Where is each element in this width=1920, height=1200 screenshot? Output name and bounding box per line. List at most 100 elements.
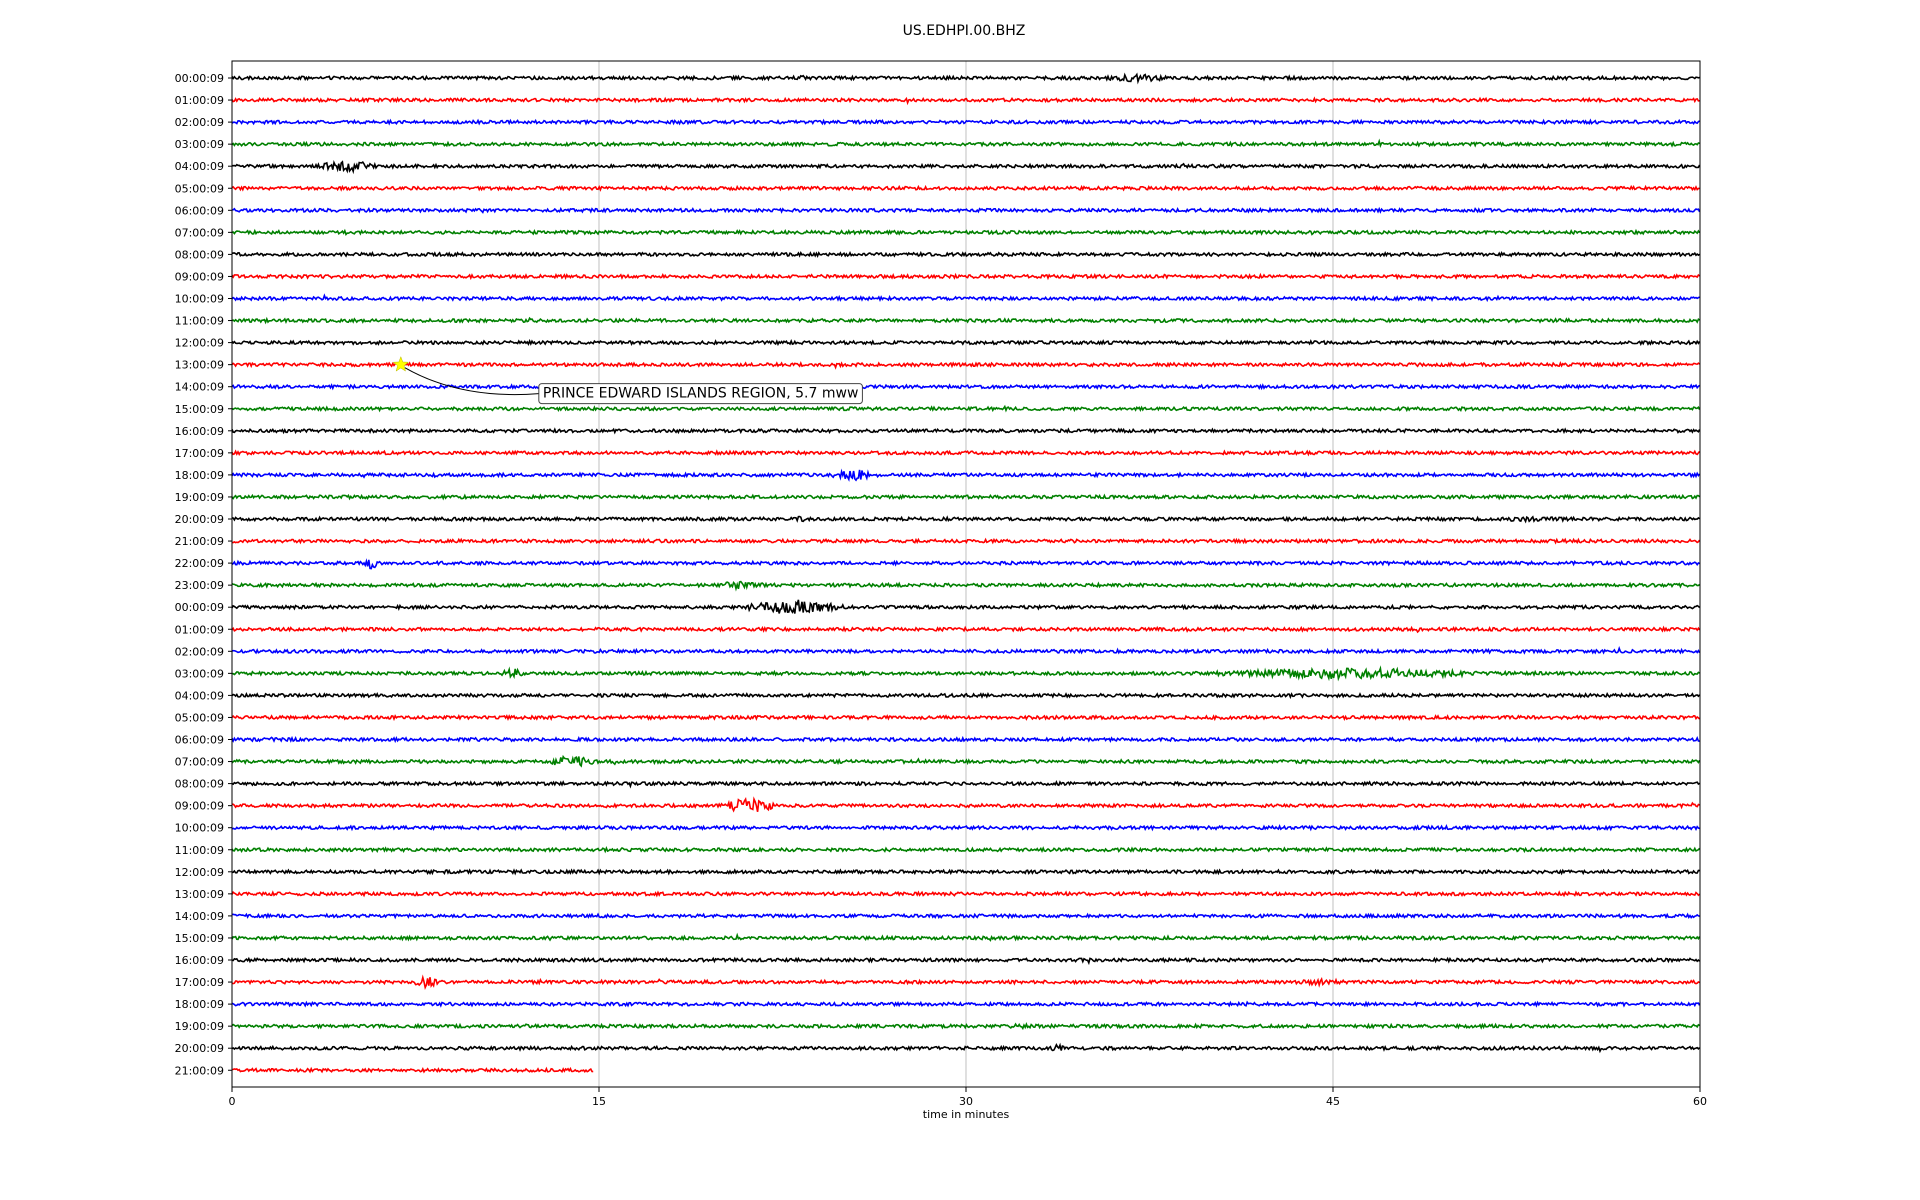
row-time-label: 21:00:09 <box>175 535 224 548</box>
trace-line <box>231 1022 1700 1031</box>
trace-line <box>231 912 1700 920</box>
row-time-label: 13:00:09 <box>175 888 224 901</box>
row-time-label: 04:00:09 <box>175 689 224 702</box>
row-time-label: 11:00:09 <box>175 315 224 328</box>
row-time-label: 09:00:09 <box>175 800 224 813</box>
row-time-label: 17:00:09 <box>175 447 224 460</box>
trace-line <box>231 360 1701 370</box>
row-time-label: 17:00:09 <box>175 976 224 989</box>
row-time-label: 12:00:09 <box>175 337 224 350</box>
event-leader-line <box>404 367 539 396</box>
trace-line <box>231 599 1701 614</box>
row-time-label: 05:00:09 <box>175 711 224 724</box>
trace-line <box>231 382 1701 391</box>
row-time-label: 14:00:09 <box>175 910 224 923</box>
x-tick-label: 0 <box>229 1095 236 1108</box>
trace-line <box>231 138 1700 149</box>
plot-frame <box>231 60 1701 1088</box>
trace-line <box>231 974 1700 991</box>
row-time-label: 20:00:09 <box>175 513 224 526</box>
trace-line <box>231 184 1700 192</box>
x-tick-label: 30 <box>959 1095 973 1108</box>
row-time-label: 07:00:09 <box>175 756 224 769</box>
trace-line <box>231 691 1701 700</box>
trace-line <box>231 580 1701 592</box>
row-time-label: 02:00:09 <box>175 116 224 129</box>
trace-line <box>231 780 1701 789</box>
row-time-label: 03:00:09 <box>175 667 224 680</box>
trace-line <box>231 427 1701 435</box>
trace-line <box>231 293 1700 303</box>
row-time-label: 07:00:09 <box>175 226 224 239</box>
row-time-label: 18:00:09 <box>175 998 224 1011</box>
row-time-label: 12:00:09 <box>175 866 224 879</box>
trace-line <box>231 449 1701 457</box>
trace-line <box>231 714 1701 722</box>
row-time-label: 08:00:09 <box>175 248 224 261</box>
event-annotation: PRINCE EDWARD ISLANDS REGION, 5.7 mww <box>392 355 863 405</box>
row-time-label: 08:00:09 <box>175 778 224 791</box>
x-axis-label: time in minutes <box>923 1108 1010 1121</box>
trace-line <box>231 96 1700 106</box>
row-time-label: 21:00:09 <box>175 1064 224 1077</box>
row-time-label: 06:00:09 <box>175 734 224 747</box>
row-time-label: 19:00:09 <box>175 491 224 504</box>
trace-line <box>231 338 1701 347</box>
trace-line <box>231 250 1701 259</box>
trace-line <box>231 72 1700 85</box>
trace-line <box>231 206 1701 214</box>
row-time-label: 05:00:09 <box>175 182 224 195</box>
trace-line <box>231 558 1700 570</box>
row-time-label: 18:00:09 <box>175 469 224 482</box>
row-time-label: 04:00:09 <box>175 160 224 173</box>
trace-line <box>231 754 1701 768</box>
trace-line <box>231 956 1701 966</box>
row-time-labels: 00:00:09 01:00:09 02:00:09 03:00:09 04:00:09… <box>175 72 232 1077</box>
trace-line <box>231 537 1701 545</box>
row-time-label: 11:00:09 <box>175 844 224 857</box>
trace-line <box>231 468 1701 482</box>
trace-line <box>231 823 1700 832</box>
row-time-label: 15:00:09 <box>175 403 224 416</box>
trace-line <box>231 493 1701 501</box>
row-time-label: 16:00:09 <box>175 954 224 967</box>
trace-line <box>231 316 1701 325</box>
row-time-label: 10:00:09 <box>175 293 224 306</box>
trace-line <box>231 665 1700 682</box>
trace-line <box>231 272 1701 281</box>
row-time-label: 02:00:09 <box>175 645 224 658</box>
event-label-box <box>538 383 863 405</box>
row-time-label: 15:00:09 <box>175 932 224 945</box>
trace-line <box>231 625 1701 634</box>
trace-line <box>231 118 1700 126</box>
trace-line <box>231 890 1701 898</box>
row-time-label: 00:00:09 <box>175 601 224 614</box>
trace-line <box>231 646 1701 655</box>
row-time-label: 22:00:09 <box>175 557 224 570</box>
trace-line <box>231 1000 1701 1008</box>
row-time-label: 01:00:09 <box>175 94 224 107</box>
event-star-marker <box>392 355 410 372</box>
row-time-label: 10:00:09 <box>175 822 224 835</box>
trace-line <box>231 404 1701 413</box>
row-time-label: 03:00:09 <box>175 138 224 151</box>
vertical-gridlines <box>598 61 1334 1087</box>
x-tick-label: 15 <box>592 1095 606 1108</box>
row-time-label: 14:00:09 <box>175 381 224 394</box>
chart-title: US.EDHPI.00.BHZ <box>903 23 1026 39</box>
row-time-label: 06:00:09 <box>175 204 224 217</box>
row-time-label: 13:00:09 <box>175 359 224 372</box>
trace-line <box>231 515 1701 524</box>
trace-line <box>231 932 1701 942</box>
trace-line <box>231 845 1701 854</box>
row-time-label: 16:00:09 <box>175 425 224 438</box>
trace-line <box>231 228 1701 236</box>
row-time-label: 19:00:09 <box>175 1020 224 1033</box>
trace-line <box>231 796 1700 813</box>
x-tick-label: 60 <box>1693 1095 1707 1108</box>
row-time-label: 20:00:09 <box>175 1042 224 1055</box>
x-axis-ticks: 0 15 30 45 60 <box>229 1087 1707 1108</box>
x-tick-label: 45 <box>1326 1095 1340 1108</box>
row-time-label: 01:00:09 <box>175 623 224 636</box>
